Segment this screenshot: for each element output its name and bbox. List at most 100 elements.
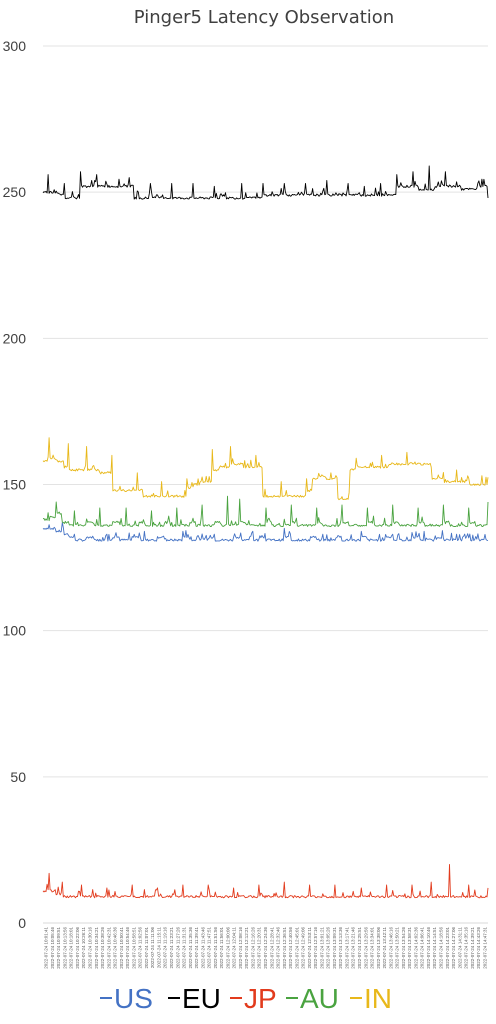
x-tick-label: 2022-07-24 11:11:06 — [150, 927, 155, 969]
x-tick-label: 2022-07-24 13:05:26 — [326, 927, 331, 969]
x-tick-label: 2022-07-24 10:01:41 — [44, 927, 49, 969]
x-tick-label: 2022-07-24 12:53:11 — [307, 927, 312, 969]
legend-label: JP — [244, 983, 277, 1014]
series-line-eu — [42, 165, 489, 200]
x-tick-label: 2022-07-24 10:46:36 — [113, 927, 118, 969]
x-tick-label: 2022-07-24 13:29:56 — [363, 927, 368, 969]
x-tick-label: 2022-07-24 13:25:51 — [357, 927, 362, 969]
x-tick-label: 2022-07-24 13:21:46 — [351, 927, 356, 969]
gridlines — [43, 45, 488, 778]
series-line-jp — [42, 864, 489, 899]
x-tick-label: 2022-07-24 14:27:06 — [451, 927, 456, 969]
x-tick-label: 2022-07-24 14:43:26 — [476, 927, 481, 969]
legend-item-au: AU — [286, 983, 339, 1014]
x-tick-label: 2022-07-24 11:23:21 — [169, 927, 174, 969]
y-tick-label: 0 — [18, 915, 26, 931]
x-tick-label: 2022-07-24 14:35:16 — [464, 927, 469, 969]
legend-item-us: US — [100, 983, 153, 1014]
x-tick-label: 2022-07-24 10:22:06 — [75, 927, 80, 969]
x-tick-label: 2022-07-24 10:42:31 — [106, 927, 111, 969]
legend-label: IN — [364, 983, 392, 1014]
x-tick-label: 2022-07-24 10:26:11 — [81, 927, 86, 969]
y-tick-label: 50 — [10, 769, 26, 785]
x-tick-label: 2022-07-24 12:36:51 — [282, 927, 287, 969]
x-tick-label: 2022-07-24 11:35:36 — [188, 927, 193, 969]
x-tick-label: 2022-07-24 13:34:01 — [370, 927, 375, 969]
x-tick-label: 2022-07-24 12:49:06 — [301, 927, 306, 969]
x-tick-label: 2022-07-24 10:54:46 — [125, 927, 130, 969]
x-tick-label: 2022-07-24 11:56:01 — [219, 927, 224, 969]
x-tick-label: 2022-07-24 11:43:46 — [200, 927, 205, 969]
x-tick-label: 2022-07-24 14:10:46 — [426, 927, 431, 969]
series-line-in — [42, 437, 489, 501]
x-tick-label: 2022-07-24 10:58:51 — [131, 927, 136, 969]
x-tick-label: 2022-07-24 10:09:51 — [56, 927, 61, 969]
x-tick-label: 2022-07-24 10:38:26 — [100, 927, 105, 969]
x-tick-label: 2022-07-24 12:08:16 — [238, 927, 243, 969]
x-tick-label: 2022-07-24 14:18:56 — [439, 927, 444, 969]
legend-item-jp: JP — [230, 983, 277, 1014]
x-tick-label: 2022-07-24 13:38:06 — [376, 927, 381, 969]
x-tick-label: 2022-07-24 14:02:36 — [413, 927, 418, 969]
y-tick-label: 300 — [3, 38, 27, 54]
x-tick-label: 2022-07-24 11:51:56 — [213, 927, 218, 969]
chart-title: Pinger5 Latency Observation — [134, 7, 394, 28]
y-tick-label: 250 — [3, 184, 27, 200]
x-tick-label: 2022-07-24 11:27:26 — [175, 927, 180, 969]
x-tick-label: 2022-07-24 13:42:11 — [382, 927, 387, 969]
x-tick-label: 2022-07-24 14:06:41 — [420, 927, 425, 969]
x-tick-label: 2022-07-24 13:09:31 — [332, 927, 337, 969]
x-tick-label: 2022-07-24 14:23:01 — [445, 927, 450, 969]
x-tick-label: 2022-07-24 14:31:11 — [457, 927, 462, 969]
x-tick-label: 2022-07-24 13:46:16 — [388, 927, 393, 969]
x-tick-label: 2022-07-24 13:17:41 — [345, 927, 350, 969]
x-tick-label: 2022-07-24 12:28:41 — [269, 927, 274, 969]
x-tick-label: 2022-07-24 10:30:16 — [88, 927, 93, 969]
x-tick-label: 2022-07-24 13:50:21 — [395, 927, 400, 969]
x-tick-label: 2022-07-24 10:50:41 — [119, 927, 124, 969]
y-axis-tick-labels: 0 50 100 150 200 250 300 — [3, 38, 27, 931]
x-tick-label: 2022-07-24 10:34:21 — [94, 927, 99, 969]
legend-label: EU — [182, 983, 221, 1014]
x-tick-label: 2022-07-24 10:18:01 — [69, 927, 74, 969]
x-tick-label: 2022-07-24 12:57:16 — [313, 927, 318, 969]
x-tick-label: 2022-07-24 12:45:01 — [294, 927, 299, 969]
x-tick-label: 2022-07-24 14:47:31 — [482, 927, 487, 969]
y-tick-label: 150 — [3, 477, 27, 493]
x-tick-label: 2022-07-24 11:07:01 — [144, 927, 149, 969]
x-tick-label: 2022-07-24 12:20:31 — [257, 927, 262, 969]
x-tick-label: 2022-07-24 12:24:36 — [263, 927, 268, 969]
x-tick-label: 2022-07-24 10:05:46 — [50, 927, 55, 969]
legend-label: AU — [300, 983, 339, 1014]
legend-item-in: IN — [350, 983, 392, 1014]
legend: US EU JP AU IN — [100, 983, 392, 1014]
x-tick-label: 2022-07-24 11:31:31 — [182, 927, 187, 969]
x-tick-label: 2022-07-24 11:15:11 — [157, 927, 162, 969]
series-line-us — [42, 522, 489, 542]
x-tick-label: 2022-07-24 13:54:26 — [401, 927, 406, 969]
series-lines — [42, 165, 489, 899]
x-tick-label: 2022-07-24 14:39:21 — [470, 927, 475, 969]
x-tick-label: 2022-07-24 11:19:16 — [163, 927, 168, 969]
series-line-au — [42, 495, 489, 528]
x-tick-label: 2022-07-24 12:16:26 — [251, 927, 256, 969]
x-tick-label: 2022-07-24 13:58:31 — [407, 927, 412, 969]
legend-item-eu: EU — [168, 983, 221, 1014]
x-tick-label: 2022-07-24 12:00:06 — [225, 927, 230, 969]
x-tick-label: 2022-07-24 11:47:51 — [207, 927, 212, 969]
x-tick-label: 2022-07-24 13:01:21 — [319, 927, 324, 969]
x-tick-label: 2022-07-24 13:13:36 — [338, 927, 343, 969]
x-tick-label: 2022-07-24 10:13:56 — [62, 927, 67, 969]
y-tick-label: 100 — [3, 623, 27, 639]
x-tick-label: 2022-07-24 12:40:56 — [288, 927, 293, 969]
x-axis-tick-labels: 2022-07-24 10:01:41 2022-07-24 10:05:46 20… — [44, 927, 488, 969]
x-tick-label: 2022-07-24 11:39:41 — [194, 927, 199, 969]
x-tick-label: 2022-07-24 11:02:56 — [138, 927, 143, 969]
x-tick-label: 2022-07-24 14:14:51 — [432, 927, 437, 969]
legend-label: US — [114, 983, 153, 1014]
y-tick-label: 200 — [3, 330, 27, 346]
x-tick-label: 2022-07-24 12:32:46 — [276, 927, 281, 969]
x-tick-label: 2022-07-24 12:04:11 — [232, 927, 237, 969]
